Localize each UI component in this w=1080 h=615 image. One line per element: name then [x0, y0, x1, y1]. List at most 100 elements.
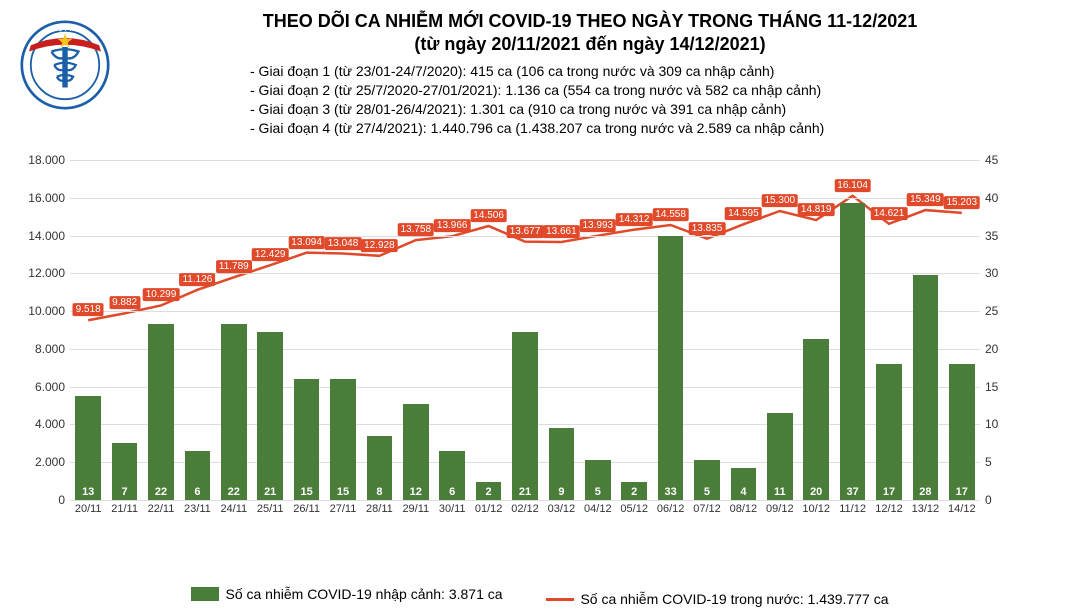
y-left-tick: 8.000: [20, 342, 65, 356]
bar-value-label: 12: [403, 486, 428, 498]
line-value-label: 14.558: [652, 208, 689, 221]
line-value-label: 13.835: [689, 222, 726, 235]
line-value-label: 14.819: [798, 203, 835, 216]
line-value-label: 13.993: [580, 219, 617, 232]
y-left-tick: 2.000: [20, 455, 65, 469]
bar-value-label: 4: [731, 486, 756, 498]
bar: 6: [185, 451, 210, 500]
y-right-tick: 40: [985, 191, 1015, 205]
x-tick-label: 30/11: [439, 503, 466, 515]
title-line-1: THEO DÕI CA NHIỄM MỚI COVID-19 THEO NGÀY…: [120, 10, 1060, 33]
bar-value-label: 7: [112, 486, 137, 498]
y-right-tick: 45: [985, 153, 1015, 167]
bar-value-label: 6: [439, 486, 464, 498]
line-value-label: 15.300: [762, 194, 799, 207]
x-tick-label: 01/12: [475, 503, 503, 515]
bar: 7: [112, 443, 137, 500]
y-right-tick: 10: [985, 417, 1015, 431]
x-tick-label: 06/12: [657, 503, 685, 515]
bar: 22: [221, 324, 246, 500]
line-value-label: 9.518: [73, 303, 104, 316]
bar: 21: [257, 332, 282, 500]
y-left-tick: 16.000: [20, 191, 65, 205]
bar: 17: [876, 364, 901, 500]
bar-value-label: 21: [257, 486, 282, 498]
line-value-label: 14.595: [725, 207, 762, 220]
bar-value-label: 17: [949, 486, 974, 498]
line-value-label: 13.966: [434, 219, 471, 232]
bar-value-label: 2: [476, 486, 501, 498]
phase-3: - Giai đoạn 3 (từ 28/01-26/4/2021): 1.30…: [250, 100, 824, 119]
x-tick-label: 20/11: [75, 503, 102, 515]
bar: 5: [694, 460, 719, 500]
ministry-logo: BỘ Y TẾ: [20, 20, 110, 110]
legend-line-text: Số ca nhiễm COVID-19 trong nước: 1.439.7…: [580, 591, 888, 607]
bar: 2: [476, 482, 501, 500]
y-right-tick: 0: [985, 493, 1015, 507]
y-right-tick: 5: [985, 455, 1015, 469]
x-tick-label: 12/12: [875, 503, 903, 515]
bar: 6: [439, 451, 464, 500]
y-right-tick: 25: [985, 304, 1015, 318]
bar-value-label: 6: [185, 486, 210, 498]
bar: 33: [658, 236, 683, 500]
bar: 11: [767, 413, 792, 500]
x-tick-label: 13/12: [912, 503, 940, 515]
bar-value-label: 8: [367, 486, 392, 498]
x-tick-label: 28/11: [366, 503, 393, 515]
bar: 28: [913, 275, 938, 500]
phase-4: - Giai đoạn 4 (từ 27/4/2021): 1.440.796 …: [250, 119, 824, 138]
bar: 13: [75, 396, 100, 500]
bar-value-label: 13: [75, 486, 100, 498]
bar-value-label: 11: [767, 486, 792, 498]
line-value-label: 13.758: [398, 223, 435, 236]
x-tick-label: 09/12: [766, 503, 794, 515]
x-tick-label: 25/11: [257, 503, 284, 515]
line-value-label: 13.677: [507, 225, 544, 238]
line-value-label: 14.506: [470, 209, 507, 222]
bar: 15: [294, 379, 319, 500]
x-tick-label: 23/11: [184, 503, 211, 515]
svg-text:BỘ Y TẾ: BỘ Y TẾ: [54, 25, 76, 33]
bar-value-label: 9: [549, 486, 574, 498]
line-value-label: 13.094: [288, 236, 325, 249]
bar: 37: [840, 203, 865, 500]
line-value-label: 15.349: [907, 193, 944, 206]
y-left-tick: 18.000: [20, 153, 65, 167]
chart-container: BỘ Y TẾ THEO DÕI CA NHIỄM MỚI COVID-19 T…: [0, 0, 1080, 615]
x-tick-label: 05/12: [620, 503, 648, 515]
bar: 20: [803, 339, 828, 500]
line-value-label: 10.299: [143, 289, 180, 302]
bar: 12: [403, 404, 428, 500]
x-tick-label: 24/11: [220, 503, 247, 515]
line-value-label: 16.104: [834, 179, 871, 192]
line-value-label: 14.312: [616, 213, 653, 226]
bar-value-label: 22: [221, 486, 246, 498]
y-right-tick: 20: [985, 342, 1015, 356]
bar-value-label: 2: [621, 486, 646, 498]
bar: 9: [549, 428, 574, 500]
phases-info: - Giai đoạn 1 (từ 23/01-24/7/2020): 415 …: [250, 62, 824, 138]
legend-line: Số ca nhiễm COVID-19 trong nước: 1.439.7…: [546, 591, 888, 607]
line-value-label: 14.621: [871, 207, 908, 220]
legend-bar: Số ca nhiễm COVID-19 nhập cảnh: 3.871 ca: [191, 586, 502, 602]
bar: 2: [621, 482, 646, 500]
bar: 21: [512, 332, 537, 500]
phase-1: - Giai đoạn 1 (từ 23/01-24/7/2020): 415 …: [250, 62, 824, 81]
bar-value-label: 28: [913, 486, 938, 498]
line-value-label: 15.203: [944, 196, 981, 209]
x-tick-label: 03/12: [548, 503, 576, 515]
y-right-tick: 35: [985, 229, 1015, 243]
line-value-label: 13.661: [543, 225, 580, 238]
legend-bar-text: Số ca nhiễm COVID-19 nhập cảnh: 3.871 ca: [225, 586, 502, 602]
chart-area: 02.0004.0006.0008.00010.00012.00014.0001…: [70, 160, 1020, 530]
bar-value-label: 22: [148, 486, 173, 498]
chart-title: THEO DÕI CA NHIỄM MỚI COVID-19 THEO NGÀY…: [120, 10, 1060, 57]
bar-value-label: 15: [294, 486, 319, 498]
y-left-tick: 12.000: [20, 266, 65, 280]
line-value-label: 12.429: [252, 248, 289, 261]
bar-value-label: 33: [658, 486, 683, 498]
bar: 17: [949, 364, 974, 500]
bar-value-label: 5: [585, 486, 610, 498]
legend-bar-swatch: [191, 587, 219, 601]
